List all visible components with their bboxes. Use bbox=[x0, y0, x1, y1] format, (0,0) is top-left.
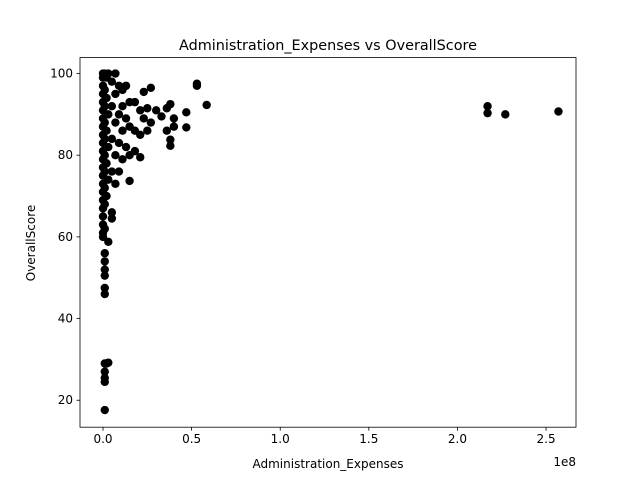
y-tick-label: 20 bbox=[58, 393, 73, 407]
point bbox=[100, 183, 109, 193]
point bbox=[118, 155, 127, 164]
chart-title: Administration_Expenses vs OverallScore bbox=[179, 38, 477, 54]
point bbox=[111, 179, 120, 188]
point bbox=[102, 159, 111, 168]
point bbox=[107, 208, 117, 217]
point bbox=[483, 108, 492, 118]
point bbox=[102, 191, 111, 201]
point bbox=[100, 224, 109, 233]
point bbox=[192, 81, 202, 90]
point bbox=[114, 167, 124, 176]
plot-frame bbox=[79, 57, 577, 428]
point bbox=[166, 99, 175, 109]
point bbox=[104, 237, 113, 246]
point bbox=[102, 93, 111, 103]
y-axis-label: OverallScore bbox=[24, 205, 38, 282]
point bbox=[100, 257, 109, 266]
point bbox=[169, 114, 179, 123]
point bbox=[162, 126, 172, 135]
point bbox=[107, 167, 117, 176]
point bbox=[111, 118, 120, 127]
point bbox=[136, 106, 145, 115]
x-tick-label: 1.0 bbox=[271, 432, 290, 446]
point bbox=[100, 167, 109, 176]
point bbox=[182, 123, 191, 132]
point bbox=[107, 214, 117, 223]
point bbox=[118, 101, 127, 111]
point bbox=[100, 271, 109, 280]
point bbox=[107, 101, 117, 111]
point bbox=[100, 151, 109, 160]
point bbox=[130, 146, 140, 156]
point bbox=[169, 122, 179, 131]
point bbox=[136, 153, 145, 162]
point bbox=[554, 107, 563, 116]
point bbox=[100, 377, 109, 387]
point bbox=[114, 138, 124, 148]
point bbox=[100, 283, 109, 293]
y-tick-label: 80 bbox=[58, 148, 73, 162]
point bbox=[104, 175, 113, 184]
point bbox=[100, 405, 109, 415]
point bbox=[100, 265, 109, 274]
y-tick-label: 100 bbox=[50, 67, 73, 81]
point bbox=[111, 89, 120, 99]
x-tick-label: 1.5 bbox=[359, 432, 378, 446]
point bbox=[166, 135, 175, 144]
point bbox=[143, 104, 152, 113]
point bbox=[100, 101, 109, 111]
point bbox=[118, 126, 127, 135]
point bbox=[100, 118, 109, 127]
point bbox=[146, 83, 156, 93]
point bbox=[121, 142, 131, 152]
point bbox=[130, 97, 140, 107]
point bbox=[121, 114, 131, 123]
point bbox=[107, 77, 117, 86]
point bbox=[104, 142, 113, 152]
point bbox=[100, 367, 109, 376]
point bbox=[104, 69, 113, 78]
point bbox=[143, 126, 152, 135]
point bbox=[100, 200, 109, 209]
x-tick-label: 2.5 bbox=[537, 432, 556, 446]
point bbox=[114, 110, 124, 119]
point bbox=[107, 134, 117, 144]
y-tick-label: 40 bbox=[58, 312, 73, 326]
point bbox=[98, 212, 108, 221]
x-offset-label: 1e8 bbox=[553, 455, 576, 469]
point bbox=[100, 134, 109, 144]
x-tick-label: 2.0 bbox=[448, 432, 467, 446]
point bbox=[104, 110, 113, 119]
point bbox=[157, 112, 166, 121]
point bbox=[151, 106, 161, 115]
point bbox=[104, 358, 113, 367]
y-tick-label: 60 bbox=[58, 230, 73, 244]
point bbox=[146, 118, 156, 127]
point bbox=[125, 176, 134, 186]
x-axis-label: Administration_Expenses bbox=[253, 457, 404, 471]
point bbox=[166, 141, 175, 151]
point bbox=[202, 100, 211, 110]
point bbox=[111, 69, 120, 78]
point bbox=[182, 108, 191, 117]
point bbox=[121, 81, 131, 90]
point bbox=[102, 126, 111, 135]
point bbox=[100, 289, 109, 299]
x-tick-label: 0.0 bbox=[93, 432, 112, 446]
point bbox=[98, 232, 108, 242]
point bbox=[483, 101, 492, 111]
point bbox=[100, 249, 109, 258]
point bbox=[501, 110, 510, 119]
point bbox=[100, 85, 109, 95]
point bbox=[139, 114, 148, 123]
point bbox=[111, 151, 120, 160]
point bbox=[139, 87, 148, 97]
point bbox=[136, 130, 145, 139]
x-tick-label: 0.5 bbox=[182, 432, 201, 446]
